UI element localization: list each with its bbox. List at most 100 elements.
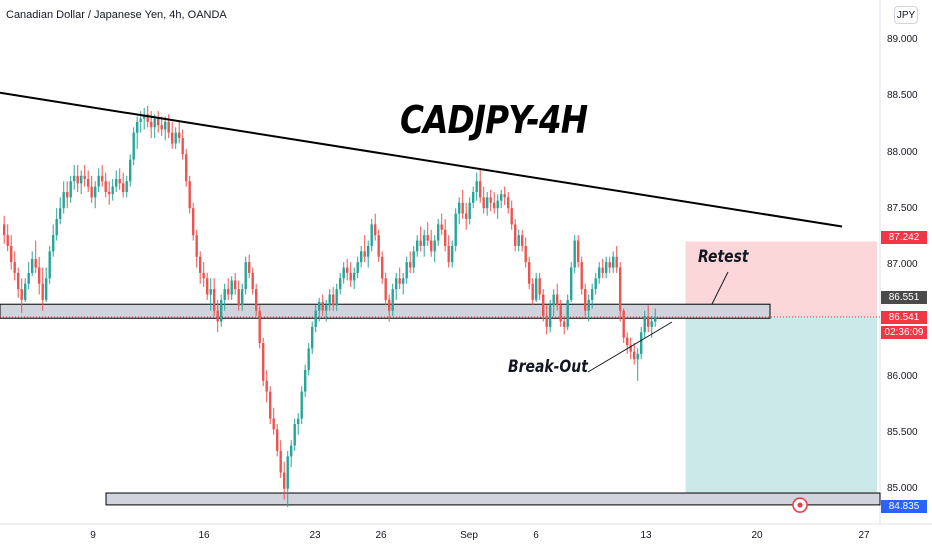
candle-body xyxy=(122,183,125,192)
candle-body xyxy=(475,181,478,192)
bar-countdown-label: 02:36:09 xyxy=(881,326,927,339)
candle-body xyxy=(423,235,426,246)
candle-body xyxy=(545,316,548,327)
candle-body xyxy=(136,121,139,133)
candle-body xyxy=(48,251,51,279)
candle-body xyxy=(468,202,471,219)
candle-body xyxy=(381,256,384,279)
target-level-zone xyxy=(105,492,881,506)
candle-body xyxy=(62,192,65,209)
candle-body xyxy=(622,310,625,338)
candle-body xyxy=(283,472,286,489)
candle-body xyxy=(409,262,412,268)
candle-body xyxy=(304,370,307,392)
candle-body xyxy=(654,317,657,322)
candle-body xyxy=(458,202,461,214)
x-tick-label: 9 xyxy=(90,530,96,541)
candle-body xyxy=(419,240,422,246)
candle-body xyxy=(556,294,559,306)
candle-body xyxy=(524,245,527,263)
candle-body xyxy=(17,272,20,290)
candle-body xyxy=(111,186,114,195)
candle-body xyxy=(605,262,608,273)
candle-body xyxy=(52,235,55,252)
candle-body xyxy=(255,289,258,311)
candle-body xyxy=(213,289,216,311)
candle-body xyxy=(510,208,513,225)
candle-body xyxy=(538,278,541,295)
candle-body xyxy=(24,283,27,300)
candle-body xyxy=(507,197,510,209)
candle-body xyxy=(342,267,345,279)
candle-body xyxy=(395,278,398,290)
y-tick-label: 85.000 xyxy=(887,483,918,494)
candle-body xyxy=(433,240,436,252)
y-tick-label: 88.000 xyxy=(887,147,918,158)
candle-body xyxy=(570,267,573,300)
candle-body xyxy=(500,194,503,201)
candle-body xyxy=(629,345,632,352)
candle-body xyxy=(59,208,62,219)
y-tick-label: 85.500 xyxy=(887,427,918,438)
candle-body xyxy=(346,267,349,273)
candle-body xyxy=(262,343,265,381)
candle-body xyxy=(493,202,496,209)
candle-body xyxy=(150,121,153,128)
candle-body xyxy=(318,302,321,311)
candle-body xyxy=(174,132,177,144)
candle-body xyxy=(206,278,209,295)
candle-body xyxy=(192,208,195,236)
x-tick-label: 23 xyxy=(309,530,321,541)
candle-body xyxy=(13,262,16,273)
candle-body xyxy=(293,423,296,446)
currency-button[interactable]: JPY xyxy=(894,6,918,24)
candle-body xyxy=(20,289,23,300)
candle-body xyxy=(650,321,653,327)
candle-body xyxy=(80,175,83,184)
candle-body xyxy=(34,258,37,268)
candle-body xyxy=(279,450,282,473)
candle-body xyxy=(402,278,405,284)
breakout-annotation: Break-Out xyxy=(508,357,588,377)
candle-body xyxy=(157,118,160,126)
candle-body xyxy=(3,224,6,236)
last-price-label: 86.541 xyxy=(881,311,927,324)
candle-body xyxy=(388,299,391,311)
candle-body xyxy=(377,235,380,257)
candle-body xyxy=(297,418,300,424)
candle-body xyxy=(269,391,272,419)
candle-body xyxy=(83,175,86,180)
candle-body xyxy=(594,278,597,290)
y-tick-label: 87.500 xyxy=(887,203,918,214)
candle-body xyxy=(489,197,492,203)
candle-body xyxy=(244,262,247,290)
candle-body xyxy=(230,280,233,295)
candle-body xyxy=(220,299,223,322)
candle-body xyxy=(209,289,212,295)
candle-body xyxy=(118,179,121,184)
candle-body xyxy=(216,310,219,322)
candle-body xyxy=(146,114,149,122)
x-tick-label: 16 xyxy=(198,530,210,541)
candle-body xyxy=(332,294,335,306)
candle-body xyxy=(514,224,517,246)
candle-body xyxy=(601,267,604,273)
candle-body xyxy=(104,181,107,192)
candle-body xyxy=(486,197,489,209)
candle-body xyxy=(38,267,41,284)
candle-body xyxy=(41,283,44,300)
candle-body xyxy=(251,272,254,290)
candle-body xyxy=(360,251,363,263)
candle-body xyxy=(237,289,240,306)
candle-body xyxy=(195,235,198,257)
candle-body xyxy=(6,235,9,246)
candle-body xyxy=(542,294,545,317)
candle-body xyxy=(286,456,289,489)
breakout-level-zone xyxy=(0,303,771,319)
candle-body xyxy=(31,258,34,273)
candle-body xyxy=(384,278,387,300)
candle-body xyxy=(328,294,331,306)
candle-body xyxy=(461,202,464,214)
x-tick-label: 26 xyxy=(375,530,387,541)
